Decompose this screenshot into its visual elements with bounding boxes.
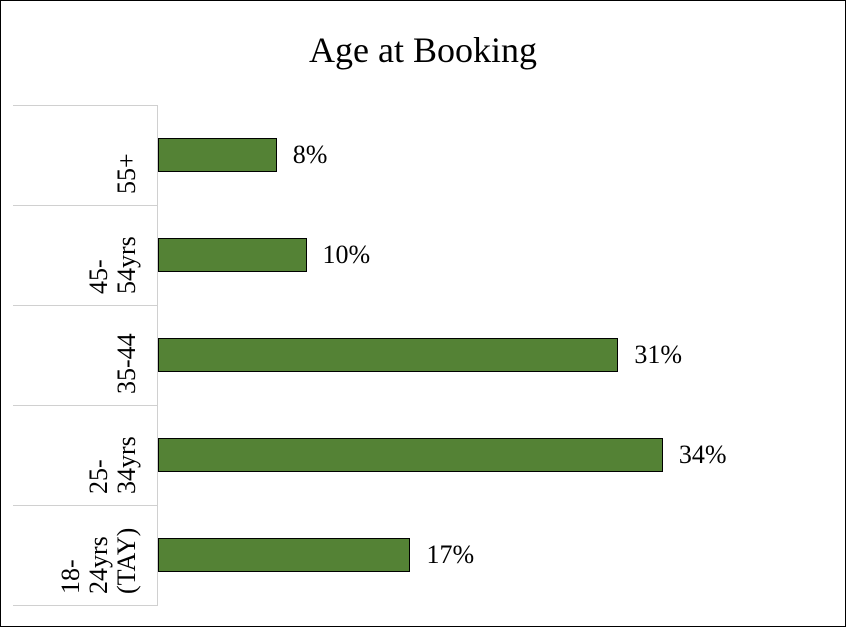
data-label: 8%: [292, 140, 328, 169]
category-cell: 45- 54yrs: [13, 205, 158, 305]
category-label: 45- 54yrs: [84, 236, 141, 294]
data-label: 34%: [678, 440, 727, 469]
data-label: 31%: [634, 340, 683, 369]
category-label: 25- 34yrs: [84, 436, 141, 494]
bar: [158, 338, 619, 372]
category-label: 35-44: [112, 333, 141, 394]
bar: [158, 238, 307, 272]
bar: [158, 538, 411, 572]
data-label: 17%: [426, 540, 475, 569]
category-cell: 18- 24yrs (TAY): [13, 505, 158, 606]
category-cell: 55+: [13, 105, 158, 205]
data-label: 10%: [322, 240, 371, 269]
bar: [158, 138, 277, 172]
bar: [158, 438, 663, 472]
chart-title: Age at Booking: [309, 30, 537, 70]
category-label: 18- 24yrs (TAY): [56, 527, 141, 594]
category-cell: 35-44: [13, 305, 158, 405]
category-cell: 25- 34yrs: [13, 405, 158, 505]
category-label: 55+: [112, 153, 141, 194]
